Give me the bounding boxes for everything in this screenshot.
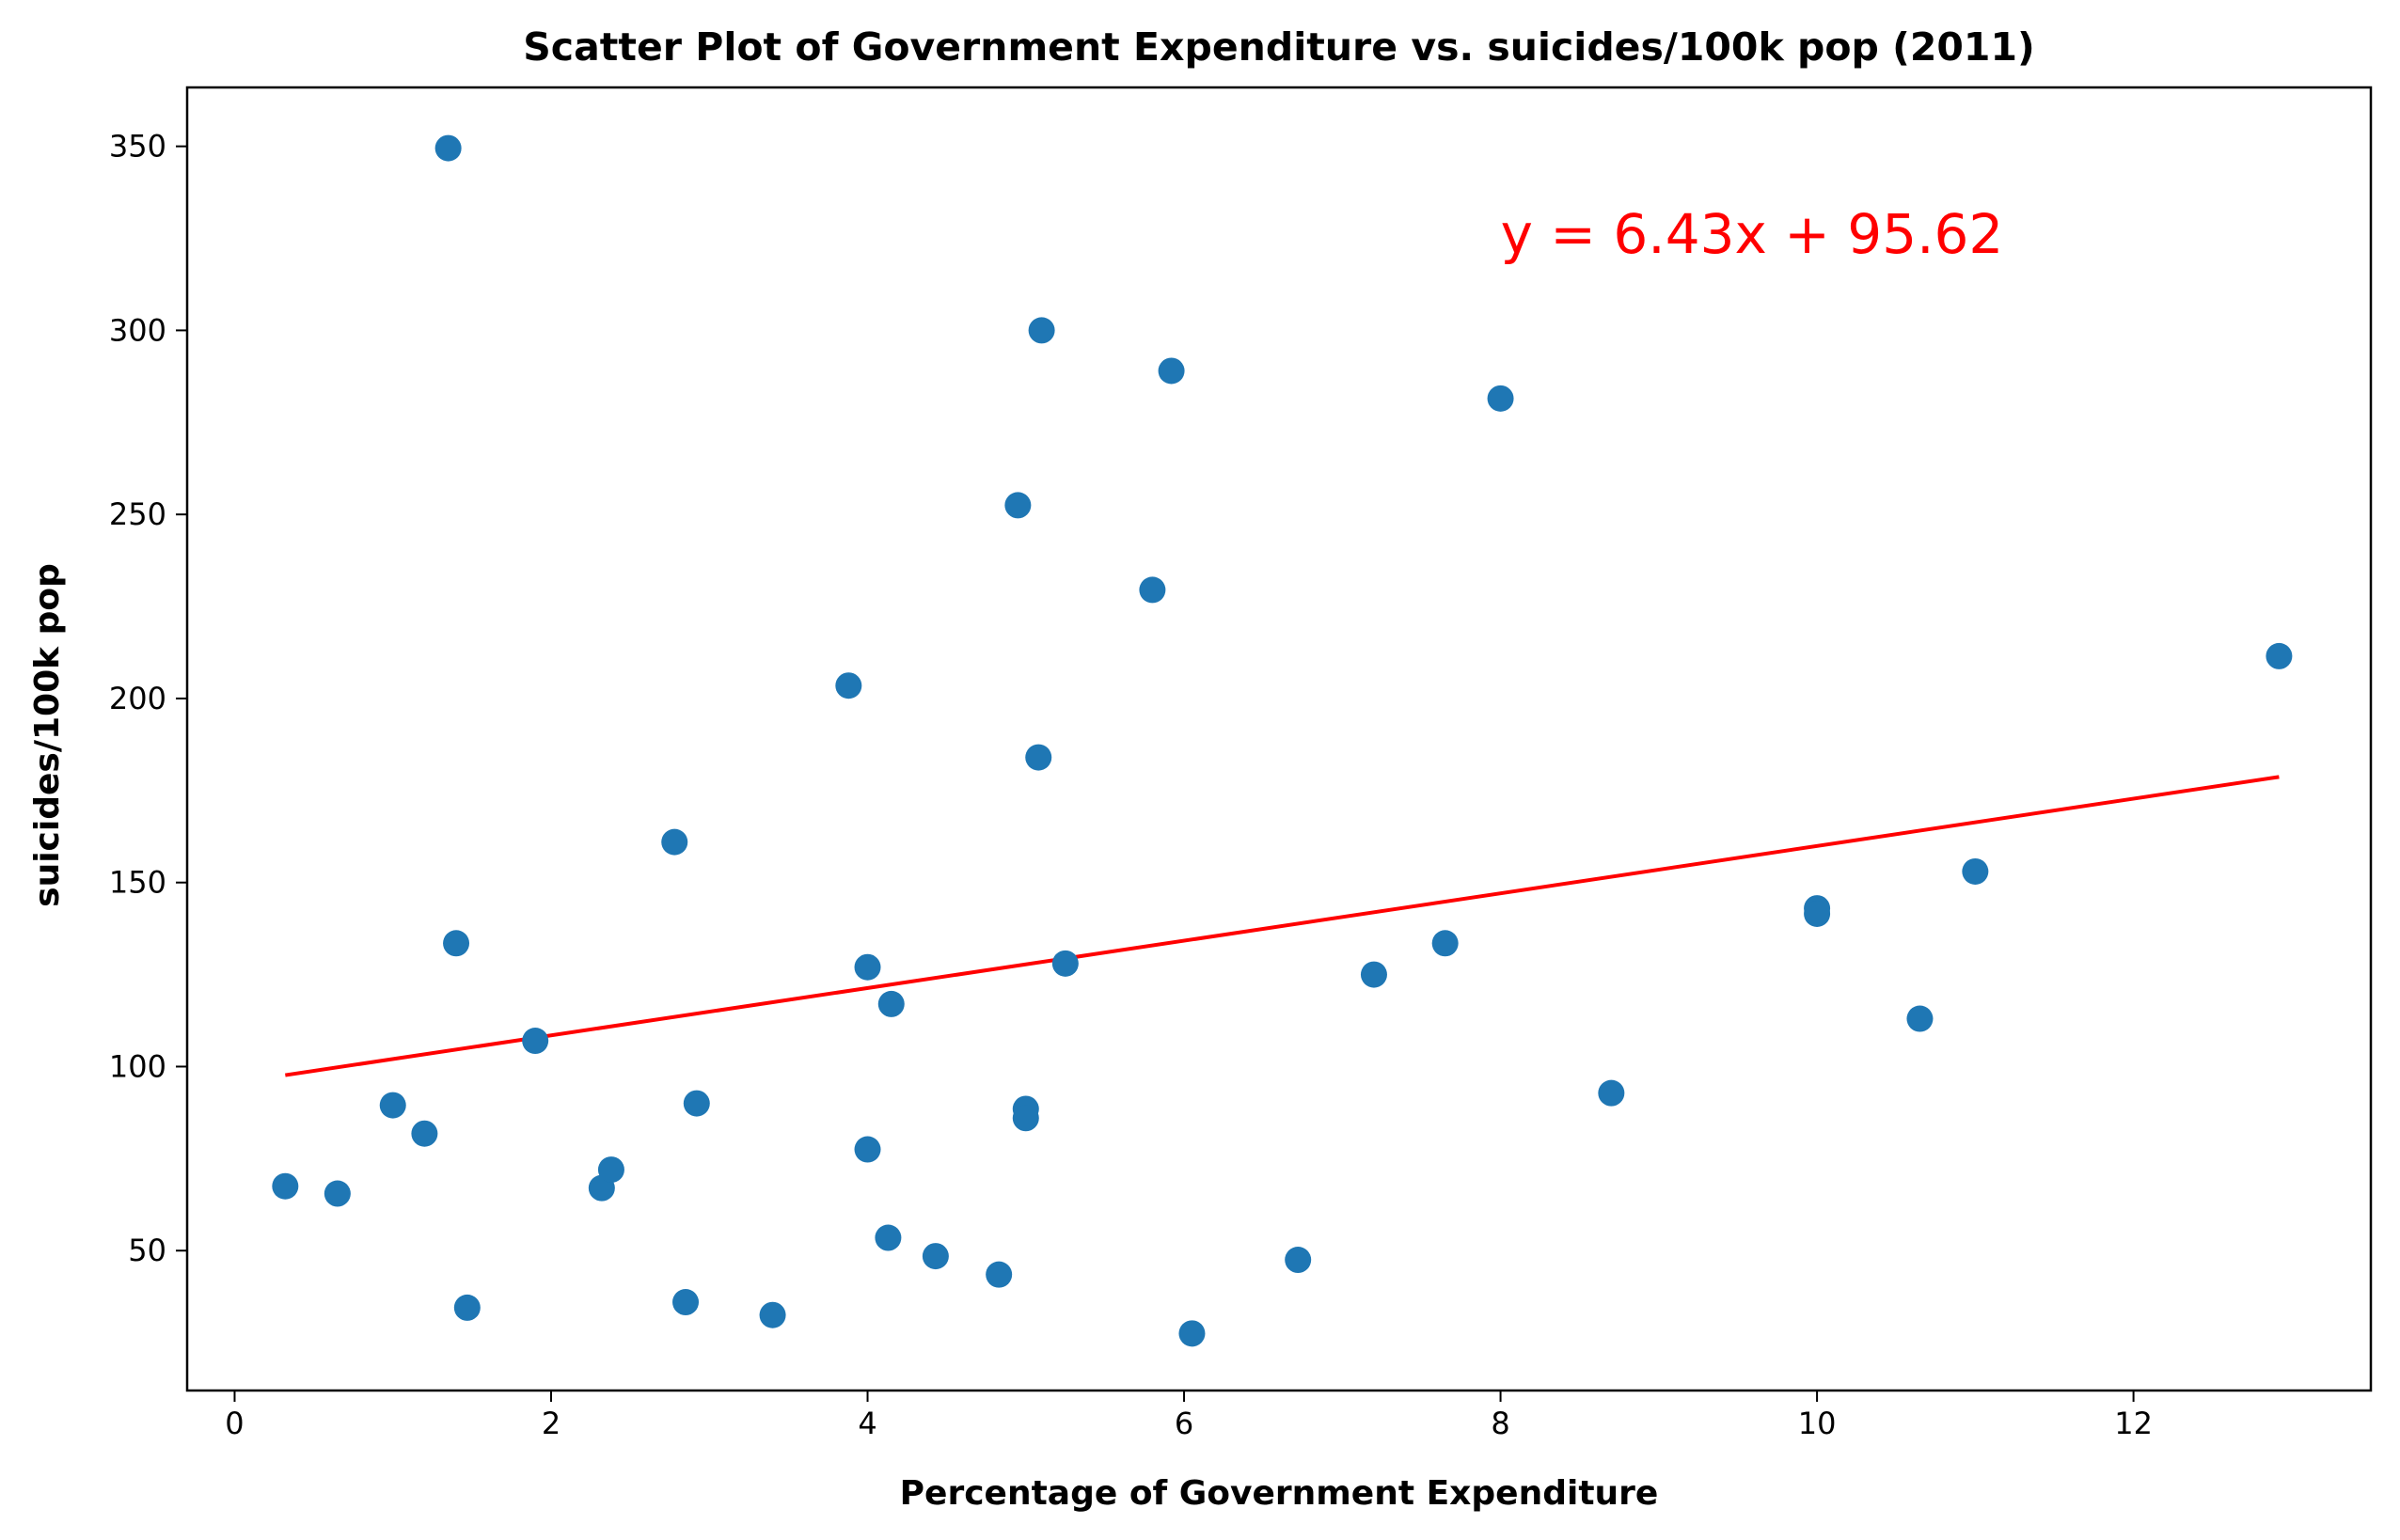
axes-frame — [185, 86, 2373, 1392]
regression-equation-label: y = 6.43x + 95.62 — [1501, 202, 2004, 266]
y-tick-label: 300 — [109, 312, 166, 348]
data-point — [453, 1294, 481, 1321]
data-point — [1962, 857, 1989, 885]
data-point — [1158, 357, 1185, 385]
plot-area: 0 2 4 6 8 10 12 50 100 150 200 250 300 350 — [109, 129, 2293, 1441]
regression-line — [285, 775, 2280, 1077]
data-point — [379, 1092, 406, 1119]
data-point — [759, 1301, 786, 1328]
y-tick-label: 150 — [109, 865, 166, 901]
data-point — [2266, 642, 2293, 669]
data-point — [854, 953, 881, 981]
x-axis-label: Percentage of Government Expenditure — [900, 1474, 1659, 1513]
data-point — [922, 1243, 949, 1270]
x-tick-label: 10 — [1798, 1406, 1837, 1441]
data-point — [1906, 1005, 1934, 1032]
data-point — [1360, 961, 1387, 988]
data-point — [1028, 317, 1055, 344]
data-point — [411, 1120, 438, 1147]
data-point — [522, 1028, 549, 1055]
data-point — [324, 1180, 351, 1207]
data-point — [1025, 744, 1052, 771]
data-point — [1487, 385, 1514, 412]
data-point — [1139, 576, 1166, 604]
x-tick-label: 8 — [1491, 1406, 1509, 1441]
data-point — [597, 1156, 624, 1184]
x-tick-label: 6 — [1175, 1406, 1193, 1441]
data-point — [1051, 950, 1079, 977]
data-point — [661, 828, 688, 856]
y-tick-label: 50 — [128, 1233, 166, 1268]
data-point — [434, 134, 462, 162]
chart-title: Scatter Plot of Government Expenditure v… — [523, 24, 2034, 70]
data-point — [1012, 1105, 1039, 1132]
y-tick-label: 100 — [109, 1048, 166, 1084]
y-axis-label: suicides/100k pop — [28, 563, 67, 907]
data-point — [1004, 492, 1032, 519]
data-point — [1178, 1320, 1206, 1347]
data-point — [683, 1090, 710, 1117]
x-tick-label: 0 — [225, 1406, 244, 1441]
data-point — [986, 1261, 1013, 1288]
data-point — [1804, 900, 1831, 927]
data-point — [875, 1224, 902, 1251]
data-point — [835, 672, 862, 699]
x-tick-label: 12 — [2114, 1406, 2153, 1441]
x-tick-label: 4 — [858, 1406, 876, 1441]
data-point — [854, 1136, 881, 1163]
x-tick-label: 2 — [542, 1406, 561, 1441]
data-point — [1598, 1079, 1625, 1107]
y-tick-label: 250 — [109, 496, 166, 532]
data-point — [877, 990, 905, 1017]
y-tick-label: 200 — [109, 681, 166, 716]
data-point — [272, 1172, 299, 1200]
data-point — [672, 1289, 700, 1316]
data-point — [1285, 1247, 1312, 1274]
y-tick-label: 350 — [109, 129, 166, 165]
data-point — [1431, 930, 1459, 957]
data-point — [443, 930, 470, 957]
